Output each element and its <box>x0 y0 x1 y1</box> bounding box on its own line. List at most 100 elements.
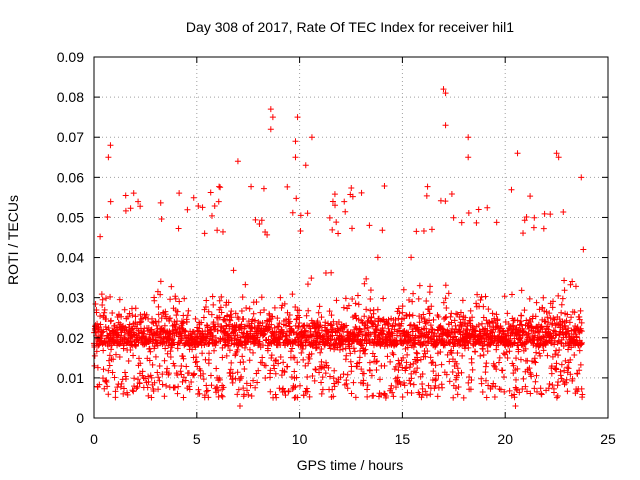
data-point <box>442 314 449 321</box>
data-point <box>338 333 345 340</box>
data-point <box>531 385 538 392</box>
data-point <box>250 310 257 317</box>
data-point <box>448 190 455 197</box>
data-point <box>245 391 252 398</box>
data-point <box>501 293 508 300</box>
data-point <box>349 225 356 232</box>
data-point <box>154 369 161 376</box>
data-point <box>371 317 378 324</box>
data-point <box>91 352 98 359</box>
data-point <box>428 303 435 310</box>
data-point <box>101 309 108 316</box>
data-point <box>240 385 247 392</box>
data-point <box>387 385 394 392</box>
data-point <box>294 359 301 366</box>
data-point <box>499 367 506 374</box>
data-point <box>549 381 556 388</box>
data-point <box>484 204 491 211</box>
data-point <box>539 326 546 333</box>
data-point <box>360 380 367 387</box>
data-point <box>258 217 265 224</box>
data-point <box>122 192 129 199</box>
data-point <box>419 385 426 392</box>
data-point <box>315 309 322 316</box>
data-point <box>504 355 511 362</box>
data-point <box>336 346 343 353</box>
data-point <box>576 313 583 320</box>
data-point <box>167 348 174 355</box>
data-point <box>392 384 399 391</box>
data-point <box>219 335 226 342</box>
data-point <box>200 314 207 321</box>
data-point <box>397 381 404 388</box>
data-point <box>319 386 326 393</box>
data-point <box>566 319 573 326</box>
data-point <box>172 295 179 302</box>
data-point <box>99 296 106 303</box>
data-point <box>304 210 311 217</box>
data-point <box>528 373 535 380</box>
data-point <box>278 372 285 379</box>
data-point <box>220 384 227 391</box>
data-point <box>149 361 156 368</box>
data-point <box>580 246 587 253</box>
data-point <box>526 295 533 302</box>
data-point <box>400 286 407 293</box>
data-point <box>527 369 534 376</box>
data-point <box>214 328 221 335</box>
data-point <box>547 339 554 346</box>
data-point <box>362 346 369 353</box>
data-point <box>448 319 455 326</box>
data-point <box>157 278 164 285</box>
data-point <box>323 359 330 366</box>
data-point <box>572 283 579 290</box>
data-point <box>137 311 144 318</box>
data-point <box>297 228 304 235</box>
data-point <box>267 367 274 374</box>
data-point <box>328 269 335 276</box>
data-point <box>395 315 402 322</box>
data-point <box>228 359 235 366</box>
data-point <box>306 355 313 362</box>
data-point <box>243 304 250 311</box>
data-point <box>261 331 268 338</box>
data-point <box>481 338 488 345</box>
data-point <box>518 287 525 294</box>
data-point <box>173 312 180 319</box>
data-point <box>435 313 442 320</box>
data-point <box>352 300 359 307</box>
data-point <box>99 302 106 309</box>
data-point <box>553 360 560 367</box>
data-point <box>305 307 312 314</box>
data-point <box>171 384 178 391</box>
data-point <box>330 393 337 400</box>
data-point <box>300 356 307 363</box>
data-point <box>421 316 428 323</box>
data-point <box>199 350 206 357</box>
data-point <box>167 353 174 360</box>
data-point <box>273 394 280 401</box>
data-point <box>122 207 129 214</box>
data-point <box>272 370 279 377</box>
data-point <box>157 199 164 206</box>
data-point <box>443 371 450 378</box>
data-point <box>438 361 445 368</box>
data-point <box>355 316 362 323</box>
data-point <box>347 358 354 365</box>
data-point <box>278 304 285 311</box>
data-point <box>561 367 568 374</box>
data-point <box>340 371 347 378</box>
data-point <box>121 335 128 342</box>
data-point <box>409 312 416 319</box>
data-point <box>522 345 529 352</box>
data-point <box>553 394 560 401</box>
data-point <box>422 320 429 327</box>
data-point <box>491 393 498 400</box>
data-point <box>291 368 298 375</box>
data-point <box>289 209 296 216</box>
data-point <box>232 310 239 317</box>
data-point <box>556 347 563 354</box>
y-tick-labels: 0 0.01 0.02 0.03 0.04 0.05 0.06 0.07 0.08 0.09 <box>57 49 84 426</box>
data-point <box>139 315 146 322</box>
data-point <box>217 304 224 311</box>
